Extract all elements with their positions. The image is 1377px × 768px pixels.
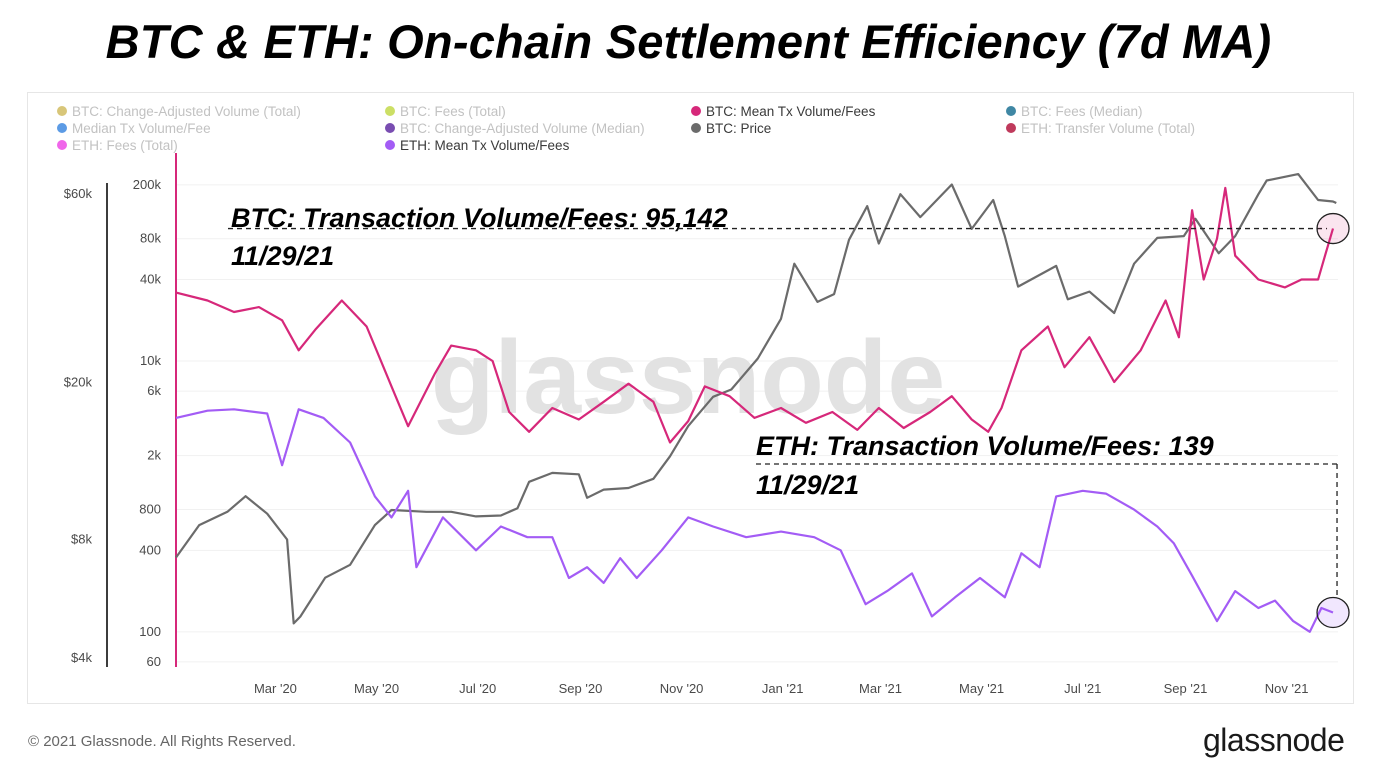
series-line-btc-mean-tx-volume-fees (175, 186, 1335, 444)
legend-swatch (57, 106, 67, 116)
btc-annotation-marker (1316, 212, 1350, 245)
gridlines (176, 184, 1338, 663)
axes: $60k $20k $8k $4k 200k 80k 40k 10k 6k 2k 800 400 100… (64, 153, 1309, 696)
ratio-tick-label: 10k (140, 353, 161, 368)
legend-label: ETH: Transfer Volume (Total) (1021, 121, 1195, 136)
legend-label: ETH: Mean Tx Volume/Fees (400, 138, 570, 153)
legend-swatch (385, 140, 395, 150)
legend-label: BTC: Price (706, 121, 771, 136)
legend-swatch (1006, 106, 1016, 116)
eth-annotation-marker (1316, 596, 1350, 629)
legend: BTC: Change-Adjusted Volume (Total) BTC: … (57, 104, 1195, 153)
ratio-tick-label: 800 (139, 502, 161, 517)
legend-item: ETH: Fees (Total) (57, 138, 178, 153)
x-tick-label: Sep '21 (1164, 681, 1208, 696)
series-line-btc-price (175, 173, 1337, 625)
x-tick-label: Jul '20 (459, 681, 496, 696)
price-tick-label: $20k (64, 374, 93, 389)
series-line-eth-mean-tx-volume-fees (175, 408, 1334, 633)
price-tick-label: $60k (64, 186, 93, 201)
eth-annotation-label: ETH: Transaction Volume/Fees: 139 (756, 431, 1214, 461)
legend-swatch (57, 140, 67, 150)
ratio-tick-label: 400 (139, 542, 161, 557)
x-tick-label: Nov '21 (1265, 681, 1309, 696)
legend-swatch (691, 123, 701, 133)
copyright-text: © 2021 Glassnode. All Rights Reserved. (28, 733, 296, 750)
chart-canvas: glassnode BTC: Change-Adjusted Volume (T… (57, 104, 1350, 696)
legend-swatch (385, 106, 395, 116)
legend-label: BTC: Fees (Median) (1021, 104, 1143, 119)
x-tick-label: Jul '21 (1064, 681, 1101, 696)
x-tick-label: Jan '21 (762, 681, 804, 696)
x-tick-label: May '20 (354, 681, 399, 696)
ratio-tick-label: 60 (147, 654, 161, 669)
legend-item: BTC: Fees (Median) (1006, 104, 1143, 119)
legend-item: BTC: Fees (Total) (385, 104, 506, 119)
price-tick-label: $4k (71, 650, 92, 665)
x-tick-label: Mar '20 (254, 681, 297, 696)
x-tick-label: Mar '21 (859, 681, 902, 696)
legend-swatch (1006, 123, 1016, 133)
legend-item: BTC: Price (691, 121, 771, 136)
ratio-tick-label: 40k (140, 271, 161, 286)
chart-panel: glassnode BTC: Change-Adjusted Volume (T… (27, 92, 1354, 704)
legend-swatch (57, 123, 67, 133)
ratio-tick-label: 6k (147, 383, 161, 398)
legend-label: BTC: Mean Tx Volume/Fees (706, 104, 876, 119)
ratio-tick-label: 80k (140, 231, 161, 246)
legend-item: ETH: Mean Tx Volume/Fees (385, 138, 570, 153)
price-tick-label: $8k (71, 531, 92, 546)
btc-annotation-date: 11/29/21 (231, 241, 334, 271)
watermark-text: glassnode (431, 320, 945, 436)
eth-annotation-date: 11/29/21 (756, 470, 859, 500)
legend-label: ETH: Fees (Total) (72, 138, 178, 153)
x-tick-label: Nov '20 (660, 681, 704, 696)
x-tick-label: Sep '20 (559, 681, 603, 696)
page-title: BTC & ETH: On-chain Settlement Efficienc… (105, 15, 1272, 68)
legend-label: BTC: Fees (Total) (400, 104, 506, 119)
legend-item: BTC: Change-Adjusted Volume (Total) (57, 104, 301, 119)
annotations: BTC: Transaction Volume/Fees: 95,14211/2… (228, 203, 1350, 629)
legend-swatch (385, 123, 395, 133)
legend-item: ETH: Transfer Volume (Total) (1006, 121, 1195, 136)
ratio-tick-label: 2k (147, 448, 161, 463)
series-lines (175, 173, 1337, 633)
x-tick-label: May '21 (959, 681, 1004, 696)
ratio-tick-label: 200k (133, 177, 162, 192)
ratio-tick-label: 100 (139, 624, 161, 639)
legend-item: Median Tx Volume/Fee (57, 121, 211, 136)
legend-item: BTC: Mean Tx Volume/Fees (691, 104, 876, 119)
legend-label: BTC: Change-Adjusted Volume (Total) (72, 104, 301, 119)
legend-swatch (691, 106, 701, 116)
legend-label: Median Tx Volume/Fee (72, 121, 211, 136)
glassnode-logo: glassnode (1203, 722, 1345, 758)
legend-item: BTC: Change-Adjusted Volume (Median) (385, 121, 645, 136)
legend-label: BTC: Change-Adjusted Volume (Median) (400, 121, 645, 136)
